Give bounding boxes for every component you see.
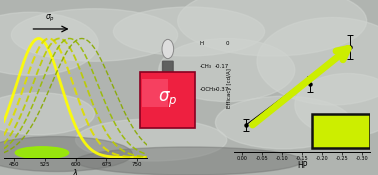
Y-axis label: PL Intensity: PL Intensity	[0, 65, 1, 102]
Text: -OCH₃: -OCH₃	[200, 87, 216, 92]
Text: -0.17: -0.17	[215, 64, 229, 69]
Text: -CH₃: -CH₃	[200, 64, 212, 69]
Text: -0.37: -0.37	[215, 87, 229, 92]
Circle shape	[162, 39, 174, 59]
Ellipse shape	[15, 147, 69, 159]
Y-axis label: Efficacy [cd/A]: Efficacy [cd/A]	[226, 68, 232, 108]
Ellipse shape	[0, 12, 98, 75]
Ellipse shape	[76, 119, 227, 161]
FancyBboxPatch shape	[312, 114, 370, 148]
Ellipse shape	[11, 9, 178, 61]
Ellipse shape	[215, 96, 352, 149]
Text: $\sigma_p$: $\sigma_p$	[158, 90, 178, 110]
FancyArrow shape	[157, 61, 178, 100]
Text: H: H	[200, 41, 204, 46]
FancyBboxPatch shape	[140, 72, 195, 128]
Text: $\sigma_p$: $\sigma_p$	[45, 13, 55, 24]
Ellipse shape	[0, 93, 94, 135]
Ellipse shape	[76, 147, 302, 175]
Ellipse shape	[178, 0, 367, 56]
Text: 0: 0	[226, 41, 229, 46]
Ellipse shape	[0, 136, 132, 172]
Ellipse shape	[257, 18, 378, 105]
Ellipse shape	[295, 74, 378, 136]
FancyBboxPatch shape	[143, 79, 168, 107]
Ellipse shape	[159, 38, 295, 102]
X-axis label: $\lambda$: $\lambda$	[72, 167, 79, 175]
X-axis label: HP: HP	[297, 161, 308, 170]
Ellipse shape	[113, 7, 265, 56]
